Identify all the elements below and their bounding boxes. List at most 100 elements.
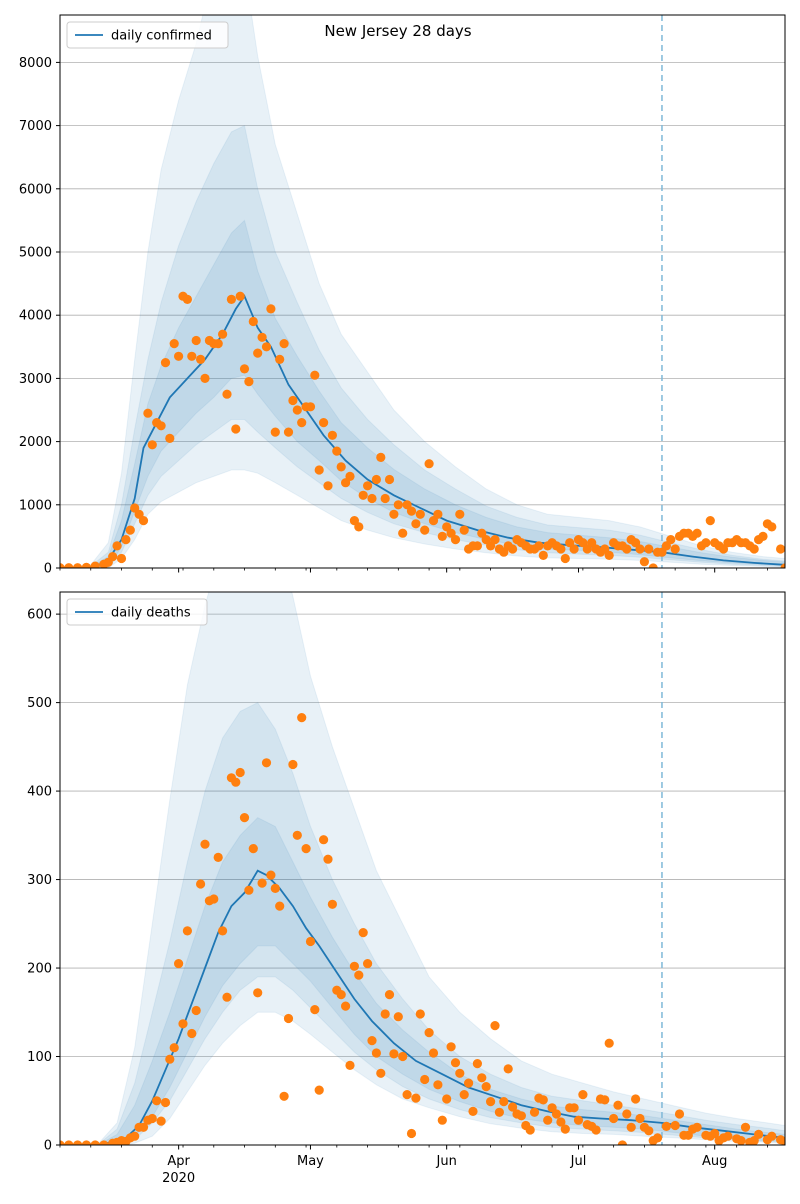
data-point: [499, 1097, 509, 1107]
data-point: [560, 553, 570, 564]
data-point: [160, 358, 171, 368]
y-tick-label: 1000: [19, 498, 52, 513]
data-point: [486, 1097, 496, 1107]
data-point: [635, 1113, 645, 1124]
data-point: [235, 767, 245, 778]
data-point: [341, 1001, 351, 1011]
y-tick-label: 0: [44, 562, 52, 577]
y-tick-label: 5000: [19, 246, 52, 261]
data-point: [253, 348, 263, 358]
data-point: [174, 351, 184, 361]
data-point: [622, 544, 632, 554]
data-point: [213, 852, 223, 863]
data-point: [433, 1080, 443, 1090]
data-point: [231, 424, 241, 434]
data-point: [477, 1073, 487, 1083]
data-point: [81, 1140, 91, 1145]
data-point: [327, 430, 337, 440]
data-point: [578, 1090, 588, 1100]
data-point: [472, 541, 482, 551]
data-point: [472, 1059, 482, 1069]
data-point: [384, 474, 395, 485]
data-point: [556, 544, 566, 554]
data-point: [213, 339, 223, 349]
data-point: [121, 535, 131, 545]
data-point: [573, 1115, 584, 1125]
data-point: [507, 544, 518, 554]
data-point: [437, 531, 447, 542]
data-point: [261, 758, 272, 768]
data-point: [90, 1140, 100, 1145]
data-point: [81, 562, 91, 568]
data-point: [301, 844, 311, 854]
data-point: [481, 1082, 491, 1092]
data-point: [108, 552, 118, 562]
data-point: [560, 1124, 570, 1134]
data-point: [424, 459, 434, 469]
data-point: [354, 522, 364, 532]
uncertainty-band: [60, 592, 785, 1145]
uncertainty-band: [60, 15, 785, 568]
data-point: [261, 342, 272, 352]
data-point: [437, 1115, 447, 1125]
data-point: [754, 1129, 764, 1139]
data-point: [398, 528, 408, 538]
data-point: [275, 354, 285, 364]
data-point: [600, 544, 610, 554]
data-point: [661, 1121, 672, 1131]
y-tick-label: 200: [27, 962, 52, 977]
data-point: [218, 926, 228, 936]
uncertainty-band: [60, 701, 785, 1145]
data-point: [345, 471, 355, 481]
data-point: [529, 1107, 540, 1117]
data-point: [73, 1140, 83, 1145]
data-point: [371, 1048, 381, 1058]
x-tick-label: May: [297, 1154, 324, 1169]
data-point: [116, 553, 127, 564]
data-point: [740, 1122, 751, 1132]
data-point: [398, 1051, 408, 1062]
x-tick-label: Jul: [570, 1154, 587, 1169]
data-point: [156, 421, 166, 431]
data-point: [622, 1109, 632, 1119]
data-point: [450, 535, 461, 545]
data-point: [446, 528, 456, 538]
data-point: [319, 418, 329, 428]
data-point: [244, 885, 254, 895]
data-point: [112, 541, 122, 551]
data-point: [776, 544, 785, 554]
data-point: [138, 516, 149, 526]
data-point: [226, 294, 236, 304]
data-point: [653, 1133, 663, 1143]
data-point: [644, 1126, 654, 1136]
data-point: [468, 1106, 478, 1116]
data-point: [780, 563, 785, 568]
x-tick-label: Jun: [436, 1154, 457, 1169]
data-point: [604, 1038, 614, 1048]
data-point: [626, 1122, 636, 1132]
uncertainty-band: [60, 816, 785, 1145]
data-point: [507, 1102, 518, 1112]
data-point: [692, 1122, 702, 1132]
data-point: [314, 465, 324, 475]
data-point: [736, 1136, 746, 1145]
data-point: [196, 354, 206, 364]
data-point: [90, 561, 100, 568]
data-point: [239, 813, 250, 823]
data-point: [367, 493, 377, 504]
data-point: [314, 1085, 324, 1095]
data-point: [200, 373, 210, 383]
panel-1: 0 1000 2000 3000 4000 5000 6000 7000 8000 daily c…: [19, 14, 786, 577]
data-point: [292, 405, 302, 415]
data-point: [196, 879, 206, 889]
legend-box: [66, 598, 208, 626]
data-point: [345, 1060, 355, 1070]
legend: daily deaths: [66, 598, 208, 626]
data-point: [218, 329, 228, 339]
data-point: [758, 531, 768, 542]
data-point: [455, 509, 465, 519]
data-point: [336, 990, 346, 1000]
data-point: [371, 474, 381, 485]
uncertainty-band: [60, 219, 785, 568]
